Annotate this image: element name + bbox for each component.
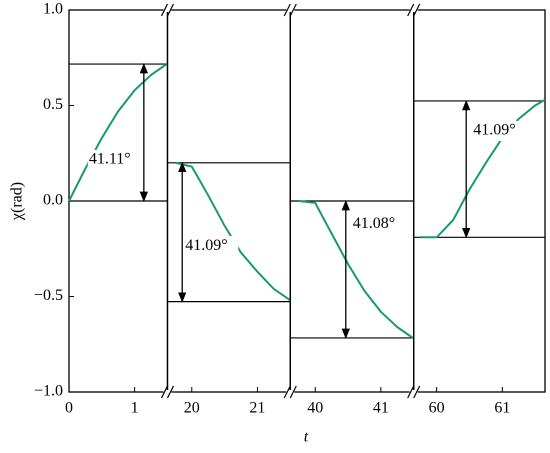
break-gap	[409, 390, 418, 394]
label-bg	[351, 214, 406, 235]
x-tick-label: 0	[65, 400, 73, 417]
x-tick-label: 21	[249, 400, 265, 417]
y-tick-label: 0.5	[43, 96, 63, 113]
angle-label: 41.09°	[185, 237, 227, 254]
break-mark	[283, 3, 291, 17]
break-mark	[166, 385, 175, 399]
y-axis-label: χ(rad)	[9, 182, 26, 221]
break-gap	[286, 390, 295, 394]
break-gap	[409, 8, 418, 12]
label-bg	[87, 149, 142, 170]
y-tick-label: 0.0	[43, 192, 63, 209]
break-mark	[413, 385, 421, 399]
label-bg	[472, 120, 527, 141]
break-gap	[163, 390, 172, 394]
x-tick-label: 1	[131, 400, 139, 417]
x-tick-label: 60	[429, 400, 445, 417]
y-tick-label: 1.0	[43, 1, 63, 18]
break-mark	[160, 385, 169, 399]
break-mark	[407, 3, 415, 17]
break-gap	[163, 8, 172, 12]
x-axis-label: t	[304, 429, 309, 446]
break-mark	[413, 3, 421, 17]
break-mark	[166, 3, 175, 17]
panel-frame	[413, 9, 546, 393]
break-mark	[289, 385, 297, 399]
break-mark	[289, 3, 297, 17]
break-mark	[160, 3, 169, 17]
data-line	[175, 161, 291, 302]
break-gap	[286, 8, 295, 12]
angle-label: 41.11°	[89, 151, 131, 168]
label-bg	[184, 236, 239, 257]
angle-label: 41.09°	[473, 122, 515, 139]
y-tick-label: −1.0	[34, 383, 63, 400]
data-line	[420, 98, 546, 239]
break-mark	[283, 385, 291, 399]
x-tick-label: 20	[184, 400, 200, 417]
x-tick-label: 40	[307, 400, 323, 417]
x-tick-label: 41	[373, 400, 389, 417]
angle-label: 41.08°	[353, 215, 395, 232]
break-mark	[407, 385, 415, 399]
x-tick-label: 61	[494, 400, 510, 417]
panel-frame	[166, 9, 291, 393]
y-tick-label: −0.5	[34, 287, 63, 304]
data-line	[68, 62, 169, 202]
data-line	[298, 200, 415, 340]
